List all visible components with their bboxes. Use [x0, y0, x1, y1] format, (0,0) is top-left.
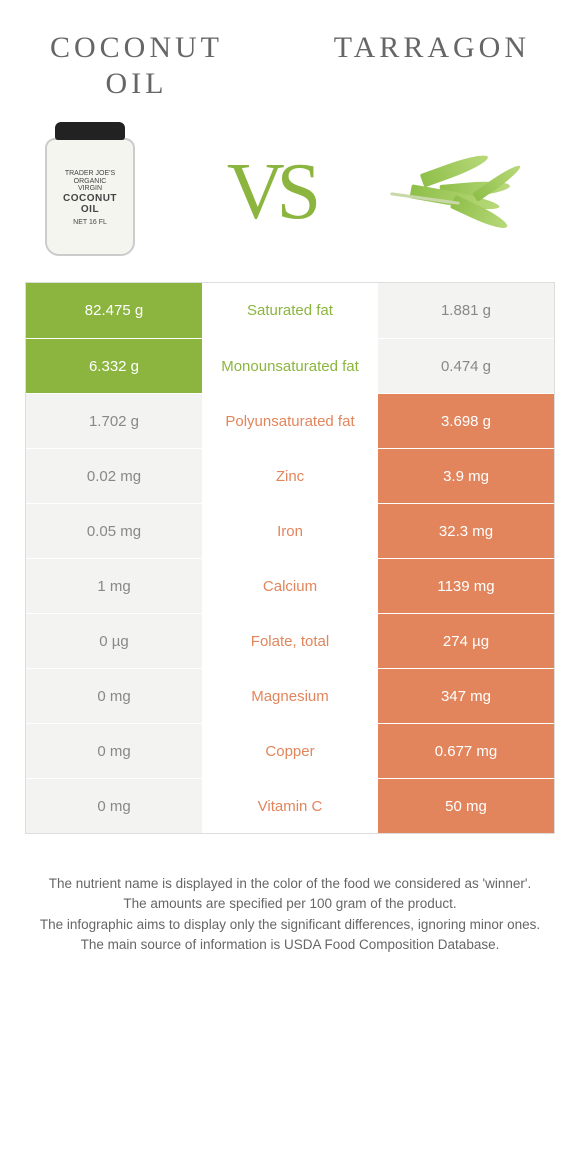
nutrient-label: Iron — [202, 504, 378, 558]
note-line: The amounts are specified per 100 gram o… — [30, 894, 550, 914]
right-value: 0.474 g — [378, 339, 554, 393]
table-row: 0.05 mgIron32.3 mg — [26, 503, 554, 558]
table-row: 0.02 mgZinc3.9 mg — [26, 448, 554, 503]
left-value: 0.02 mg — [26, 449, 202, 503]
right-value: 32.3 mg — [378, 504, 554, 558]
left-value: 0 mg — [26, 669, 202, 723]
jar-text: OIL — [55, 204, 125, 215]
left-value: 82.475 g — [26, 283, 202, 338]
title-right: Tarragon — [334, 30, 530, 102]
left-value: 0.05 mg — [26, 504, 202, 558]
table-row: 0 mgMagnesium347 mg — [26, 668, 554, 723]
nutrient-label: Polyunsaturated fat — [202, 394, 378, 448]
nutrient-label: Folate, total — [202, 614, 378, 668]
table-row: 0 mgVitamin C50 mg — [26, 778, 554, 833]
image-row: TRADER JOE'S ORGANIC VIRGIN COCONUT OIL … — [0, 112, 580, 282]
footnotes: The nutrient name is displayed in the co… — [30, 874, 550, 955]
note-line: The nutrient name is displayed in the co… — [30, 874, 550, 894]
jar-text: VIRGIN — [55, 185, 125, 193]
vs-text: VS — [227, 147, 313, 238]
nutrient-label: Zinc — [202, 449, 378, 503]
nutrient-label: Magnesium — [202, 669, 378, 723]
note-line: The main source of information is USDA F… — [30, 935, 550, 955]
left-value: 0 µg — [26, 614, 202, 668]
table-row: 1 mgCalcium1139 mg — [26, 558, 554, 613]
left-value: 0 mg — [26, 724, 202, 778]
nutrient-label: Saturated fat — [202, 283, 378, 338]
note-line: The infographic aims to display only the… — [30, 915, 550, 935]
right-value: 1.881 g — [378, 283, 554, 338]
table-row: 0 mgCopper0.677 mg — [26, 723, 554, 778]
right-value: 3.9 mg — [378, 449, 554, 503]
nutrient-label: Vitamin C — [202, 779, 378, 833]
left-value: 0 mg — [26, 779, 202, 833]
coconut-oil-icon: TRADER JOE'S ORGANIC VIRGIN COCONUT OIL … — [30, 122, 150, 262]
right-value: 1139 mg — [378, 559, 554, 613]
right-value: 3.698 g — [378, 394, 554, 448]
table-row: 1.702 gPolyunsaturated fat3.698 g — [26, 393, 554, 448]
right-value: 50 mg — [378, 779, 554, 833]
table-row: 82.475 gSaturated fat1.881 g — [26, 283, 554, 338]
header: Coconut oil Tarragon — [0, 0, 580, 112]
nutrient-label: Calcium — [202, 559, 378, 613]
title-left-line2: oil — [106, 67, 168, 100]
left-value: 1 mg — [26, 559, 202, 613]
table-row: 6.332 gMonounsaturated fat0.474 g — [26, 338, 554, 393]
nutrient-label: Monounsaturated fat — [202, 339, 378, 393]
tarragon-icon — [390, 142, 550, 242]
left-value: 6.332 g — [26, 339, 202, 393]
right-value: 0.677 mg — [378, 724, 554, 778]
right-value: 274 µg — [378, 614, 554, 668]
jar-text: TRADER JOE'S — [55, 170, 125, 178]
title-left-line1: Coconut — [50, 31, 223, 64]
jar-text: COCONUT — [55, 193, 125, 204]
right-value: 347 mg — [378, 669, 554, 723]
left-value: 1.702 g — [26, 394, 202, 448]
table-row: 0 µgFolate, total274 µg — [26, 613, 554, 668]
jar-text: NET 16 FL — [55, 219, 125, 227]
title-left: Coconut oil — [50, 30, 223, 102]
jar-text: ORGANIC — [55, 178, 125, 186]
nutrient-label: Copper — [202, 724, 378, 778]
comparison-table: 82.475 gSaturated fat1.881 g6.332 gMonou… — [25, 282, 555, 834]
